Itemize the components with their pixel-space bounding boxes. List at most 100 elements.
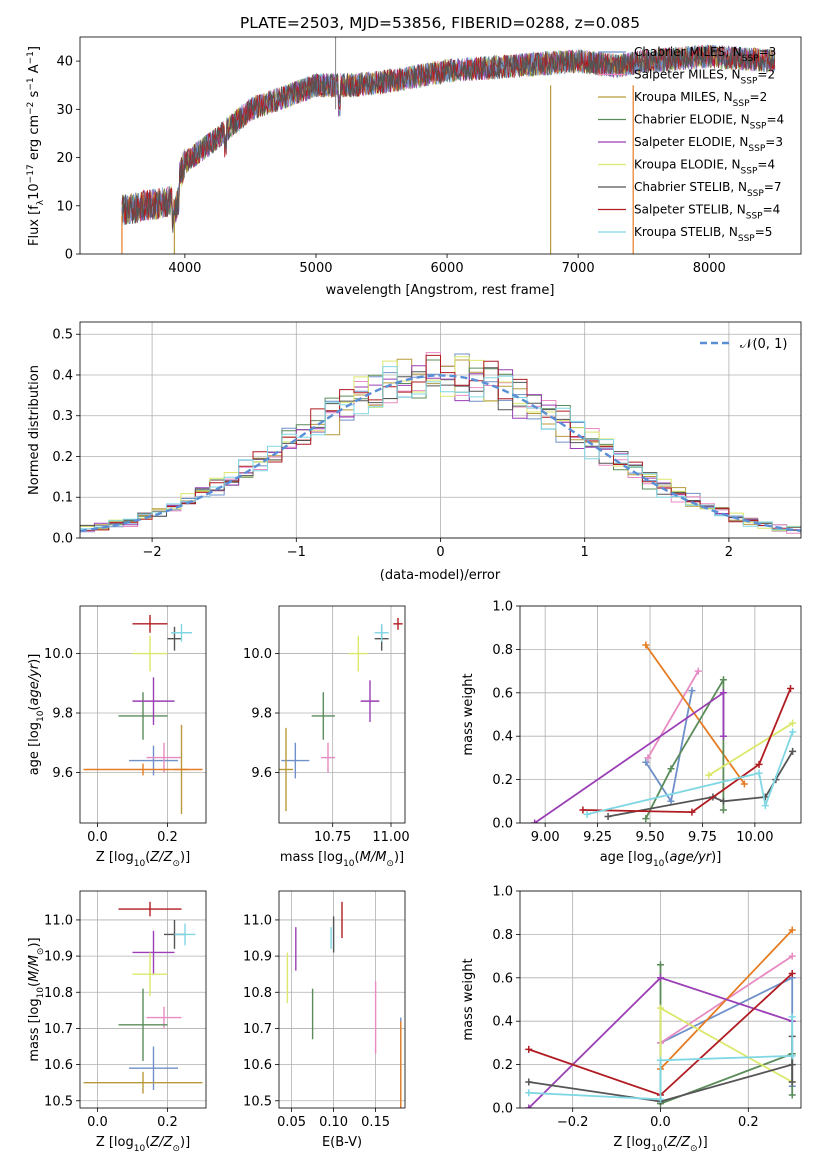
y-tick-label: 0.4 [52,368,73,383]
weight-line [607,750,794,818]
x-tick-label: 7000 [562,261,595,276]
label-part: ⊙ [172,1144,180,1154]
y-tick-label: 0.2 [492,1058,513,1073]
label-part: SSP [733,99,750,109]
weight-marker [642,641,650,649]
x-tick-label: 0 [436,545,444,560]
weight-marker [688,687,696,695]
label-part: SSP [738,234,755,244]
weight-marker [657,1004,664,1012]
y-axis-label: mass weight [461,673,476,755]
weight-marker [755,769,763,777]
x-tick-label: 0.2 [157,1115,178,1130]
y-tick-label: 9.8 [52,707,73,722]
x-tick-label: 10.75 [314,830,351,845]
y-axis-label: age [log10(age/yr)] [27,654,46,776]
y-tick-label: 10.5 [44,1094,73,1109]
weight-marker [719,732,727,740]
label-part: )] [698,1135,708,1150]
label-part: =3 [759,45,777,59]
y-tick-label: 11.0 [44,913,73,928]
x-tick-label: 10.00 [736,830,773,845]
y-tick-label: 0.5 [52,328,73,343]
label-part: A [27,64,42,77]
label-part: ⊙ [36,948,46,956]
label-part: ⊙ [386,859,394,869]
x-axis-label: Z [log10(Z/Z⊙)] [613,1135,707,1154]
label-part: Chabrier STELIB, N [634,180,747,194]
x-tick-label: 0.0 [650,1115,671,1130]
weight-marker [788,1061,796,1069]
label-part: )] [180,850,190,865]
weight-marker [705,771,713,779]
label-part: 10 [27,183,42,200]
label-part: )] [27,937,42,947]
label-part: Z/Z [667,1135,691,1150]
y-tick-label: 1.0 [492,885,513,900]
x-tick-label: 0.10 [319,1115,348,1130]
weight-marker [604,812,612,820]
label-part: SSP [741,77,758,87]
x-tick-label: 8000 [693,261,726,276]
label-part: ( [27,706,42,711]
label-part: 10 [343,859,355,869]
y-tick-label: 10.7 [243,1022,272,1037]
label-part: ( [145,1135,150,1150]
y-tick-label: 10.9 [243,950,272,965]
y-tick-label: 0.8 [492,643,513,658]
legend-entry: Salpeter STELIB, NSSP=4 [634,203,780,222]
y-tick-label: 0.0 [492,817,513,832]
x-tick-label: 2 [725,545,733,560]
y-tick-label: 10.7 [44,1022,73,1037]
y-tick-label: 0.3 [52,409,73,424]
label-part: SSP [747,189,764,199]
errorbars [279,617,403,812]
label-part: ( [663,1135,668,1150]
weight-line [586,731,794,816]
legend-entry: Chabrier MILES, NSSP=3 [634,45,776,64]
label-part: age/yr [27,662,42,705]
weight-marker [583,810,591,818]
label-part: age [log [27,722,42,775]
x-tick-label: 9.25 [583,830,612,845]
label-part: age [log [600,850,653,865]
label-part: −17 [26,164,36,183]
x-tick-label: 9.75 [688,830,717,845]
legend-entry: Chabrier ELODIE, NSSP=4 [634,113,784,132]
label-part: =3 [765,135,783,149]
label-part: 10 [36,710,46,722]
label-part: SSP [746,212,763,222]
label-part: −1 [26,77,36,90]
label-part: 10 [134,1144,146,1154]
age_vs_Z-panel: 0.0 0.29.69.810.0Z [log10(Z/Z⊙)]age [log1… [27,605,207,869]
weight-marker [761,802,769,810]
weight-marker [788,926,796,934]
y-tick-label: 10.8 [44,986,73,1001]
label-part: ⊙ [172,859,180,869]
label-part: mass [log [27,998,42,1061]
weight-marker [788,1013,796,1021]
y-tick-label: 10 [56,199,73,214]
mass_vs_Z-panel: 0.0 0.210.510.610.710.810.911.0Z [log10(Z… [27,890,207,1154]
weight-line [644,676,725,820]
weight-marker [688,808,696,816]
weight-marker [789,728,797,736]
y-tick-label: 10.6 [44,1058,73,1073]
label-part: SSP [748,144,765,154]
label-part: )] [711,850,721,865]
x-tick-label: 0.0 [87,1115,108,1130]
label-part: −2 [26,102,36,115]
legend-entry: Chabrier STELIB, NSSP=7 [634,180,782,199]
normal-curve [80,374,801,533]
label-part: =4 [757,158,775,172]
x-tick-label: 0.2 [157,830,178,845]
y-tick-label: 9.6 [52,766,73,781]
legend-entry: Salpeter MILES, NSSP=2 [634,68,775,87]
label-part: =4 [763,203,781,217]
y-tick-label: 0.8 [492,928,513,943]
y-tick-label: 0.0 [492,1102,513,1117]
weight-marker [719,689,727,697]
weight-marker [788,1091,796,1099]
x-tick-label: 0.0 [87,830,108,845]
label-part: Chabrier ELODIE, N [634,113,750,127]
